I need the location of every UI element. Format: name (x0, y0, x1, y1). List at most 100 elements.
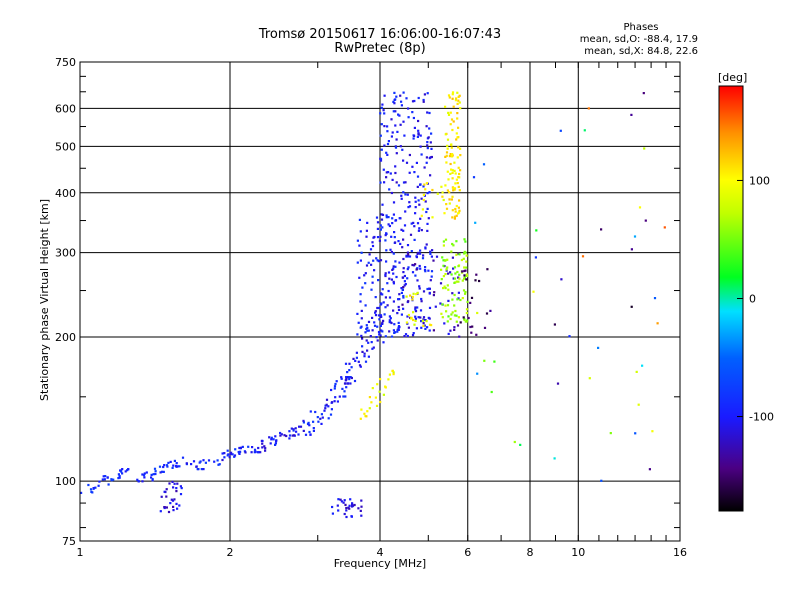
data-point (141, 480, 144, 483)
data-point (651, 430, 654, 433)
data-point (307, 421, 310, 424)
data-point (416, 185, 419, 188)
data-point (469, 325, 472, 329)
data-point (432, 259, 435, 262)
data-point (382, 393, 385, 396)
data-point (446, 189, 449, 192)
data-point (179, 485, 182, 488)
data-point (269, 442, 272, 445)
y-tick-label: 75 (62, 535, 76, 548)
data-point (382, 168, 385, 171)
data-point (356, 312, 359, 315)
data-point (466, 274, 469, 277)
data-point (444, 105, 447, 108)
data-point (302, 419, 305, 422)
data-point (385, 214, 388, 217)
colorbar-label: [deg] (718, 71, 747, 84)
data-point (366, 326, 369, 329)
data-point (377, 306, 381, 310)
data-point (414, 274, 417, 277)
data-point (454, 172, 457, 175)
data-point (176, 507, 179, 510)
data-point (368, 396, 371, 399)
data-point (363, 355, 366, 358)
data-point (583, 129, 586, 132)
data-point (400, 194, 403, 197)
data-point (440, 312, 443, 315)
data-point (414, 306, 417, 309)
data-point (316, 416, 319, 419)
data-point (453, 169, 456, 172)
data-point (453, 314, 456, 317)
data-point (422, 254, 425, 257)
data-point (388, 330, 391, 333)
data-point (470, 296, 474, 299)
data-point (366, 349, 369, 352)
data-point (450, 168, 453, 171)
data-point (371, 316, 374, 319)
data-point (458, 277, 461, 280)
data-point (445, 310, 448, 313)
data-point (457, 166, 460, 169)
data-point (359, 259, 362, 262)
data-point (634, 432, 637, 435)
data-point (392, 213, 395, 216)
data-point (390, 335, 394, 338)
data-point (359, 509, 362, 512)
data-point (383, 94, 386, 97)
data-point (397, 321, 400, 324)
data-point (519, 443, 522, 446)
data-point (423, 183, 426, 186)
data-point (409, 317, 413, 320)
data-point (400, 228, 403, 231)
data-point (153, 467, 157, 470)
data-point (428, 329, 431, 332)
data-point (202, 468, 205, 471)
data-point (422, 316, 426, 319)
data-point (171, 480, 174, 483)
data-point (422, 193, 425, 196)
data-point (97, 484, 100, 487)
data-point (417, 119, 420, 123)
data-point (371, 329, 374, 332)
data-point (353, 503, 356, 507)
data-point (447, 272, 450, 275)
data-point (319, 417, 322, 420)
data-point (457, 291, 460, 294)
data-point (371, 244, 375, 248)
data-point (136, 478, 139, 481)
x-tick-label: 2 (227, 546, 234, 559)
data-point (291, 434, 294, 437)
data-point (451, 256, 454, 259)
data-point (190, 463, 193, 466)
data-point (457, 176, 460, 179)
data-point (457, 206, 460, 209)
data-point (161, 470, 164, 473)
data-point (160, 495, 163, 498)
data-point (429, 279, 432, 282)
data-point (441, 303, 444, 306)
data-point (404, 210, 407, 213)
data-point (475, 333, 478, 336)
data-point (428, 127, 431, 130)
data-point (414, 263, 417, 266)
data-point (385, 171, 388, 174)
data-point (390, 191, 393, 195)
data-point (159, 471, 162, 474)
data-point (356, 239, 359, 242)
data-point (486, 268, 489, 271)
data-point (380, 302, 383, 305)
data-point (402, 296, 405, 299)
data-point (387, 271, 391, 274)
data-point (386, 153, 389, 156)
data-point (411, 298, 414, 301)
data-point (379, 378, 382, 381)
data-point (412, 137, 415, 140)
data-point (382, 319, 385, 322)
data-point (395, 181, 398, 184)
data-point (325, 398, 329, 401)
data-point (385, 260, 388, 263)
colorbar-ticks: 100 0 -100 (737, 174, 774, 424)
data-point (344, 362, 348, 365)
data-point (384, 306, 387, 309)
